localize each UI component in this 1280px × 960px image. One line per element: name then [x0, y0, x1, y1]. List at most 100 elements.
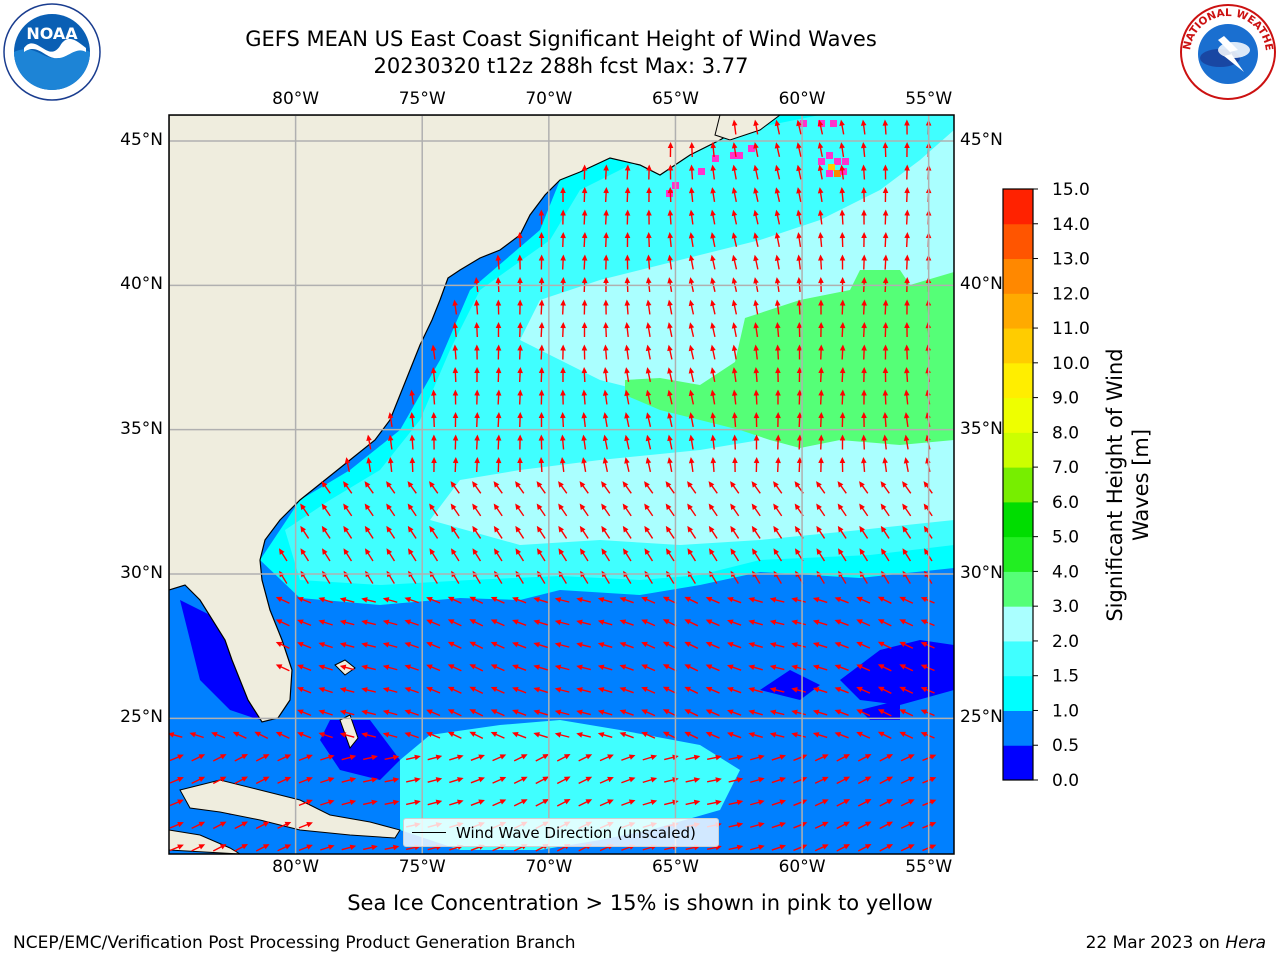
lat-tick-left: 25°N	[120, 707, 163, 728]
wave-direction-arrow	[364, 548, 374, 562]
sea-ice-cell	[842, 158, 849, 165]
wave-direction-arrow	[688, 412, 695, 428]
colorbar-tick-label: 14.0	[1052, 215, 1090, 235]
wave-direction-arrow	[748, 709, 763, 716]
wave-direction-arrow	[320, 799, 335, 806]
wave-direction-arrow	[684, 731, 699, 739]
colorbar-swatch	[1003, 640, 1033, 677]
wave-direction-arrow	[343, 481, 353, 494]
wave-direction-arrow	[904, 232, 910, 248]
wave-direction-arrow	[602, 412, 609, 428]
wave-direction-arrow	[773, 525, 783, 539]
wave-direction-arrow	[684, 686, 699, 694]
wave-direction-arrow	[860, 142, 867, 158]
wave-direction-arrow	[490, 731, 505, 739]
wave-direction-arrow	[710, 322, 716, 337]
wave-direction-arrow	[382, 664, 398, 671]
wave-direction-arrow	[452, 322, 459, 338]
wave-direction-arrow	[839, 119, 845, 135]
wave-direction-arrow	[320, 754, 335, 761]
wave-direction-arrow	[904, 164, 910, 180]
wave-direction-arrow	[318, 664, 333, 671]
wave-direction-arrow	[560, 209, 566, 225]
wave-direction-arrow	[877, 731, 892, 739]
wave-direction-arrow	[364, 503, 374, 517]
wave-direction-arrow	[856, 641, 871, 649]
wave-direction-arrow	[856, 731, 871, 739]
wave-direction-arrow	[581, 164, 588, 180]
wave-direction-arrow	[667, 344, 673, 360]
wave-direction-arrow	[645, 322, 652, 338]
wave-direction-arrow	[579, 481, 589, 494]
wave-direction-arrow	[796, 142, 802, 157]
wave-direction-arrow	[452, 367, 459, 383]
wave-direction-arrow	[641, 641, 656, 649]
wave-direction-arrow	[879, 776, 894, 785]
wave-direction-arrow	[753, 232, 759, 247]
wave-direction-arrow	[641, 596, 656, 604]
wave-direction-arrow	[879, 799, 894, 807]
wave-direction-arrow	[619, 619, 634, 626]
colorbar-tick-label: 13.0	[1052, 250, 1090, 270]
wave-direction-arrow	[533, 732, 548, 739]
wave-direction-arrow	[624, 344, 630, 360]
wave-direction-arrow	[234, 776, 249, 785]
wave-direction-arrow	[559, 434, 566, 450]
wave-direction-arrow	[705, 641, 720, 649]
footer-date: 22 Mar 2023 on Hera	[1086, 933, 1266, 953]
wave-direction-arrow	[447, 641, 462, 649]
wave-direction-arrow	[426, 686, 441, 694]
wave-direction-arrow	[560, 299, 566, 315]
wave-direction-arrow	[818, 367, 824, 383]
wave-direction-arrow	[320, 844, 335, 851]
wave-direction-arrow	[710, 434, 717, 450]
wave-direction-arrow	[452, 344, 459, 360]
wave-direction-arrow	[812, 619, 828, 626]
wave-direction-arrow	[791, 687, 806, 693]
noaa-logo: NOAA	[2, 2, 102, 106]
wave-direction-arrow	[320, 777, 335, 784]
sea-ice-cell	[834, 170, 841, 177]
wave-direction-arrow	[624, 367, 630, 383]
wave-direction-arrow	[429, 525, 439, 539]
wave-direction-arrow	[839, 209, 846, 225]
wave-direction-arrow	[560, 322, 566, 338]
wave-direction-arrow	[495, 299, 502, 315]
wave-direction-arrow	[517, 322, 523, 338]
wave-direction-arrow	[791, 709, 806, 716]
wave-direction-arrow	[469, 641, 484, 649]
wave-direction-arrow	[774, 187, 781, 202]
wave-direction-arrow	[774, 322, 781, 338]
wave-direction-arrow	[624, 299, 631, 315]
wave-direction-arrow	[363, 777, 378, 783]
colorbar-label: Significant Height of Wind Waves [m]	[1102, 348, 1154, 621]
wave-direction-arrow	[771, 844, 787, 851]
wave-direction-arrow	[361, 597, 376, 603]
wave-direction-arrow	[452, 434, 459, 450]
lon-tick-top: 75°W	[398, 89, 446, 109]
wave-direction-arrow	[495, 322, 502, 338]
wave-direction-arrow	[576, 732, 591, 738]
wave-direction-arrow	[212, 754, 227, 762]
wave-direction-arrow	[495, 389, 502, 405]
wave-direction-arrow	[791, 597, 806, 603]
wave-direction-arrow	[882, 119, 889, 135]
wave-direction-arrow	[603, 209, 609, 225]
wave-direction-arrow	[773, 548, 783, 562]
lat-tick-right: 40°N	[960, 274, 1003, 295]
wave-direction-arrow	[748, 664, 763, 671]
wave-direction-arrow	[576, 642, 591, 648]
wave-direction-arrow	[667, 412, 673, 427]
wave-direction-arrow	[775, 412, 781, 428]
wave-direction-arrow	[495, 254, 502, 270]
wave-direction-arrow	[902, 503, 912, 517]
wave-direction-arrow	[814, 754, 829, 762]
wave-direction-arrow	[558, 548, 568, 562]
wave-direction-arrow	[710, 164, 716, 180]
wave-direction-arrow	[298, 821, 313, 829]
wave-direction-arrow	[576, 597, 591, 603]
wave-direction-arrow	[861, 187, 867, 203]
wave-direction-arrow	[474, 457, 480, 473]
wave-direction-arrow	[904, 299, 910, 315]
wave-direction-arrow	[191, 776, 206, 784]
